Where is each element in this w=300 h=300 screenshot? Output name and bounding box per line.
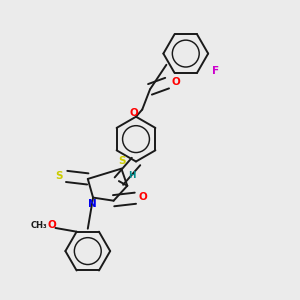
Text: O: O: [139, 192, 148, 202]
Text: CH₃: CH₃: [31, 221, 47, 230]
Text: H: H: [128, 171, 136, 180]
Text: S: S: [55, 170, 63, 181]
Text: O: O: [171, 76, 180, 87]
Text: O: O: [48, 220, 57, 230]
Text: S: S: [118, 156, 126, 166]
Text: F: F: [212, 66, 219, 76]
Text: N: N: [88, 200, 97, 209]
Text: O: O: [129, 108, 138, 118]
